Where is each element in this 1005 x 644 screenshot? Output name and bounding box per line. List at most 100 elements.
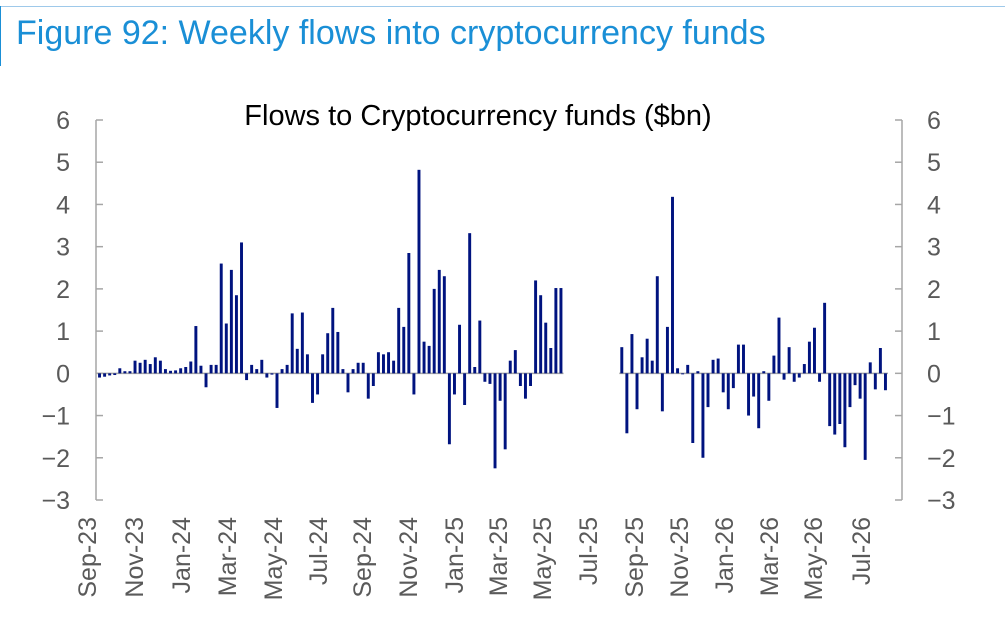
bar [752,373,756,397]
bar [432,288,436,374]
bar [828,373,832,427]
bar [392,360,396,374]
x-tick-label: Jan-25 [441,517,469,593]
left-y-tick-label: −1 [41,403,70,431]
left-y-tick-label: 5 [56,149,70,177]
bar [199,365,203,374]
bar [503,373,507,450]
bar [792,373,796,382]
bar [762,371,766,374]
bar [838,373,842,424]
bar [356,362,360,374]
x-tick-label: Mar-26 [756,517,784,596]
bar [402,326,406,374]
bar [285,364,289,374]
bar [224,323,228,374]
bar [650,360,654,374]
bar [878,348,882,374]
bar [280,369,284,374]
bar [787,347,791,374]
title-left-rule [0,6,1,66]
bar [640,357,644,374]
bar [635,373,639,410]
bar [153,357,157,374]
left-y-tick-label: 3 [56,234,70,262]
bar [371,373,375,386]
x-tick-label: Nov-24 [395,517,423,598]
bar [133,360,137,374]
bar [174,370,178,374]
bar [463,373,467,405]
x-tick-label: Mar-25 [485,517,513,596]
x-tick-label: May-26 [800,517,828,600]
bar [113,373,117,376]
x-tick-label: Jul-26 [848,517,876,585]
bar [382,354,385,374]
bar [508,360,512,374]
bar [417,169,421,374]
left-y-tick-label: −3 [41,487,70,515]
bar [270,373,274,375]
right-y-tick-label: 5 [927,149,941,177]
left-y-tick-label: 1 [56,318,70,346]
left-y-tick-label: 4 [56,191,70,219]
bar [782,373,786,380]
bar [711,359,715,374]
bar [772,355,776,374]
bar [321,354,325,374]
bar [518,373,522,386]
bar [539,295,543,374]
bar [660,373,664,412]
bar [346,373,350,393]
bar [295,348,299,374]
bar [797,373,801,378]
bar [554,288,558,374]
bar [143,359,147,374]
bar [833,373,837,435]
bar [169,370,172,374]
left-y-tick-label: 6 [56,107,70,135]
figure-title: Figure 92: Weekly flows into cryptocurre… [16,14,766,52]
bar [549,348,553,374]
x-tick-label: Nov-23 [121,517,149,598]
x-tick-label: Sep-23 [74,517,102,598]
bar [255,369,259,374]
bar [726,373,730,410]
bar [245,373,249,381]
bar [422,341,426,374]
bar [676,368,680,374]
x-tick-label: Jul-24 [305,517,333,585]
right-y-tick-label: 1 [927,318,941,346]
right-y-tick-label: −1 [927,403,956,431]
bar [376,352,380,374]
bar [336,331,340,374]
bar [559,288,563,374]
bar [326,333,330,374]
chart-title: Flows to Cryptocurrency funds ($bn) [244,100,711,132]
bar [823,302,827,374]
bar [488,373,492,384]
bar [240,242,243,374]
bar [473,367,477,374]
x-tick-label: May-24 [260,517,288,600]
bar [671,196,674,374]
bars [98,169,887,469]
bar [883,373,887,391]
x-tick-label: Jan-26 [711,517,739,593]
bar [478,320,482,374]
bar [437,269,441,374]
bar [691,373,695,443]
bar [468,233,472,374]
bar [250,364,254,374]
bar [341,369,345,374]
bar [123,371,127,374]
x-tick-label: Mar-24 [214,517,242,596]
bar [305,354,309,374]
bar [158,360,162,374]
bar [818,373,822,382]
bar [219,263,223,374]
bar [209,364,213,374]
bar [868,362,872,374]
bar [665,326,669,374]
